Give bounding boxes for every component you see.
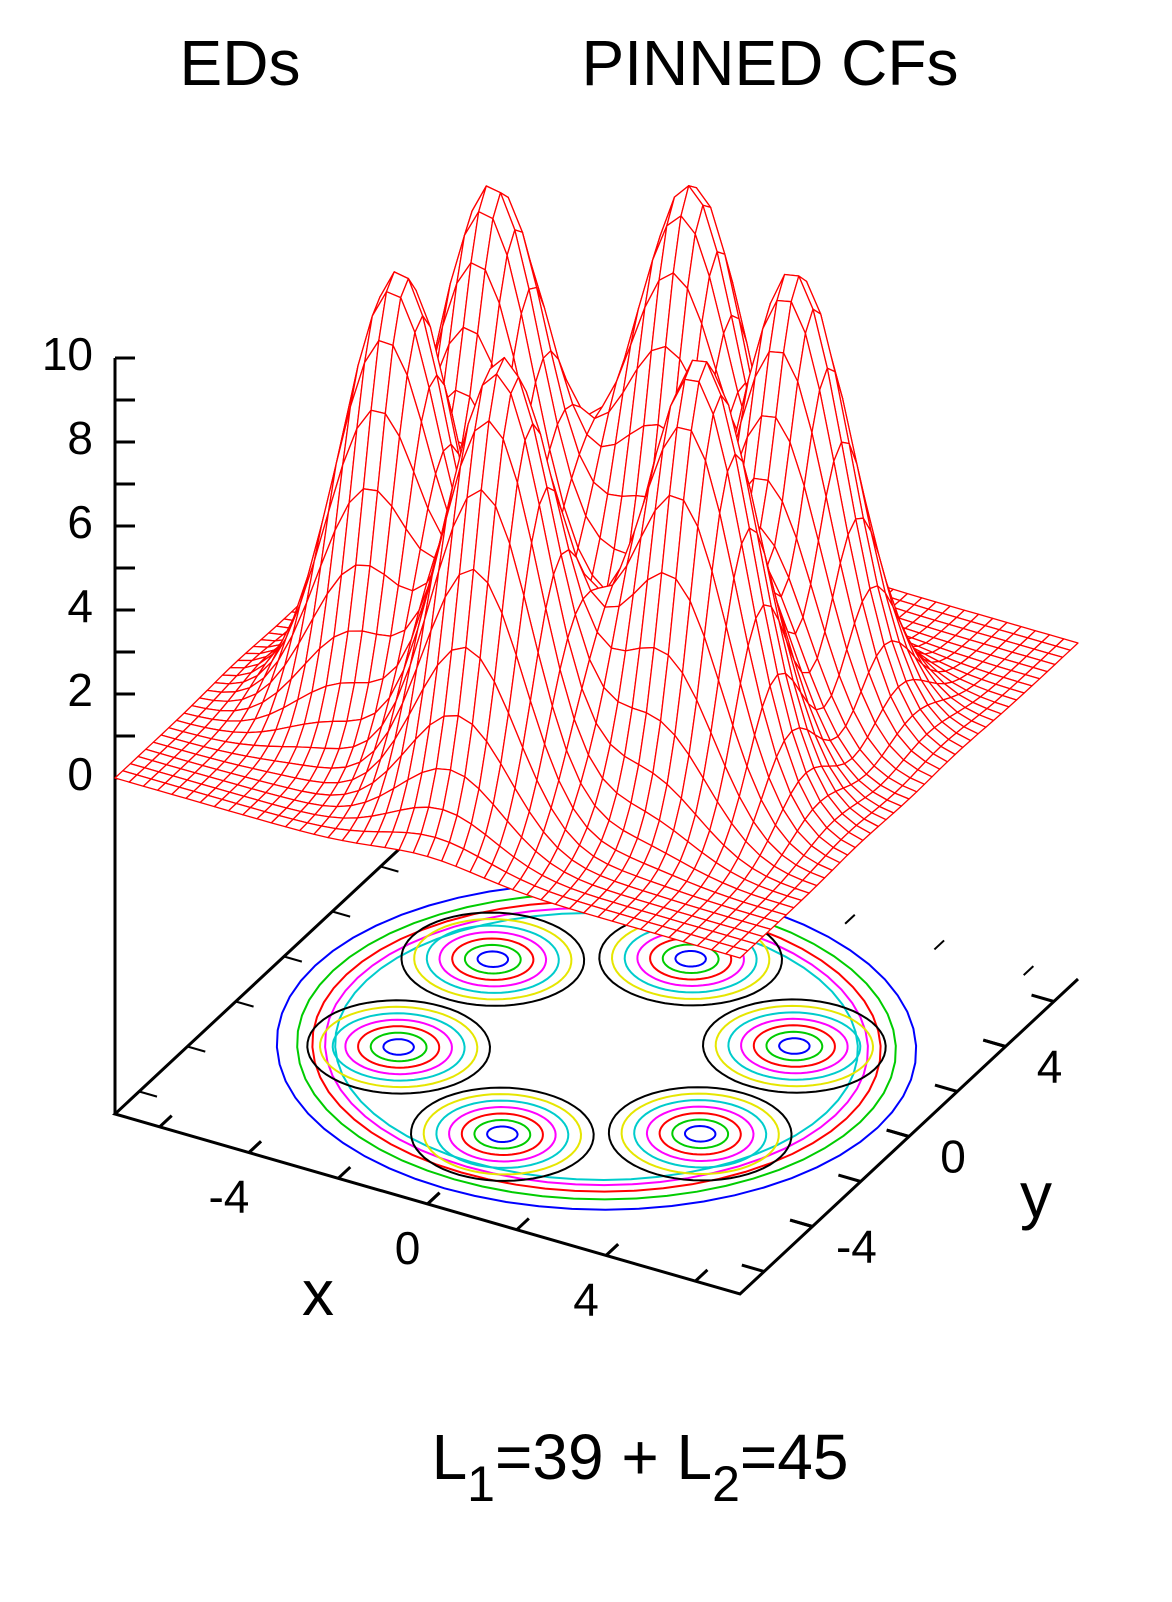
y-tick-label: -4 [836,1221,877,1273]
y-minor-tick [789,1218,813,1228]
contour-line [684,1124,717,1143]
x-minor-tick [605,1243,620,1257]
edge-tick [235,1000,254,1008]
contour-line [727,1011,862,1081]
title-left: EDs [180,27,301,99]
contour-line [714,1004,875,1088]
contour-line [382,1038,415,1056]
y-tick-label: 0 [940,1131,966,1183]
contour-line [486,1125,519,1143]
annotation-sub: 1 [467,1456,495,1512]
contour-line [311,900,882,1193]
edge-tick [187,1045,206,1053]
edge-tick [332,910,351,918]
x-tick-label: 4 [573,1274,599,1326]
annotation-part: =39 + L [495,1421,712,1493]
edge-tick [1023,965,1035,976]
contour-line [765,1030,824,1062]
x-minor-tick [247,1140,263,1154]
y-minor-tick [741,1263,765,1273]
z-tick-label: 4 [67,580,93,632]
y-minor-tick [982,1038,1006,1048]
contour-line [671,1118,730,1150]
surface-cell [725,946,749,959]
contour-line [409,1086,595,1182]
contour-line [275,882,918,1211]
edge-tick [933,939,945,951]
contour-line [620,1092,780,1176]
contour-line [674,950,707,968]
contour-line [473,1118,532,1150]
contour-line [306,999,492,1095]
contour-line [448,1105,557,1163]
annotation-part: =45 [740,1421,849,1493]
contour-line [422,1093,583,1176]
contour-line [425,924,560,994]
z-tick-label: 2 [67,664,93,716]
z-tick-label: 10 [42,328,93,380]
x-tick-label: -4 [208,1171,249,1223]
surface [114,185,1079,959]
annotation-part: L [432,1421,468,1493]
contour-line [607,1086,793,1182]
contour-line [476,950,509,969]
z-tick-label: 6 [67,496,93,548]
x-minor-tick [694,1268,709,1283]
contour-line [460,1112,544,1157]
y-minor-tick [886,1128,910,1138]
contour-line [661,943,720,975]
contour-line [344,1018,453,1076]
contour-line [701,998,887,1094]
contour-line [438,930,548,988]
contour-line [463,943,522,975]
annotation-sub: 2 [712,1456,740,1512]
contours [275,882,918,1211]
edge-tick [380,865,399,873]
contour-line [451,937,535,981]
contour-line [331,1012,466,1082]
contour-line [645,1105,755,1163]
edge-tick [283,955,303,963]
contour-line [413,917,573,1001]
contour-line [598,911,784,1007]
contour-line [778,1037,811,1055]
y-minor-tick [837,1173,862,1183]
contour-line [324,906,869,1187]
x-minor-tick [158,1114,173,1128]
contour-line [740,1017,849,1075]
contour-line [752,1024,836,1068]
contour-line [318,1005,479,1089]
contour-line [296,892,897,1201]
z-tick-label: 0 [67,748,93,800]
contour-line [369,1031,428,1063]
x-tick-label: 0 [395,1222,421,1274]
axes [112,356,1080,1296]
z-tick-label: 8 [67,412,93,464]
y-minor-tick [934,1083,958,1093]
edge-tick [844,913,856,925]
contour-line [357,1025,441,1069]
x-minor-tick [515,1217,530,1231]
contour-line [435,1099,570,1169]
contour-line [658,1112,742,1156]
y-minor-tick [1031,993,1055,1003]
edge-tick [138,1090,158,1098]
y-tick-label: 4 [1037,1041,1063,1093]
x-axis-label: x [302,1257,334,1329]
title-right: PINNED CFs [582,27,959,99]
contour-line [334,911,859,1182]
annotation: L1=39 + L2=45 [432,1421,849,1512]
y-axis-label: y [1020,1159,1052,1231]
contour-line [400,911,586,1007]
x-minor-tick [426,1191,441,1206]
x-minor-tick [337,1165,352,1180]
contour-line [633,1099,768,1169]
